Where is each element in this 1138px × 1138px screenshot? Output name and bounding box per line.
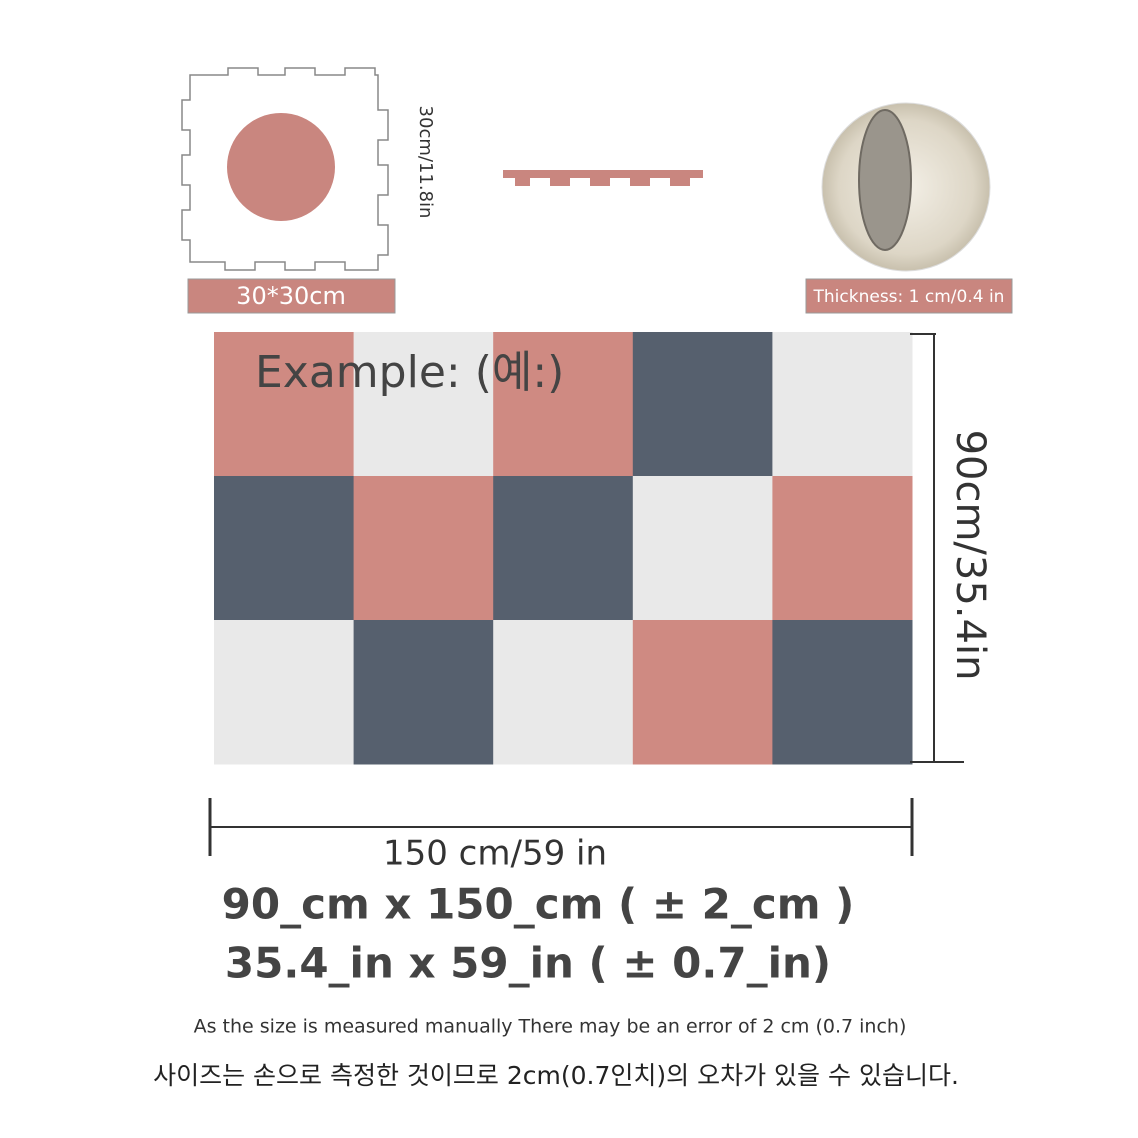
piece-circle — [227, 113, 335, 221]
thickness-label: Thickness: 1 cm/0.4 in — [813, 287, 1005, 307]
size-label-box — [187, 278, 396, 314]
mat-tile — [353, 620, 494, 765]
mat-tile — [214, 620, 355, 765]
mat-tile — [772, 476, 913, 621]
thickness-label-box — [805, 278, 1013, 314]
piece-side-label: 30cm/11.8in — [415, 106, 436, 219]
mat-tile — [493, 476, 634, 621]
width-label-bg — [375, 834, 610, 874]
mat-tile — [214, 332, 355, 477]
width-label: 150 cm/59 in — [383, 834, 607, 874]
mat — [214, 332, 913, 765]
mat-tile — [632, 620, 773, 765]
mat-tile — [772, 332, 913, 477]
edge-profile — [503, 170, 703, 186]
mat-tile — [493, 620, 634, 765]
mat-tile — [493, 332, 634, 477]
height-label: 90cm/35.4in — [947, 430, 993, 681]
dimension-in: 35.4_in x 59_in ( ± 0.7_in) — [225, 939, 831, 988]
mat-tile — [214, 476, 355, 621]
mat-tile — [353, 476, 494, 621]
coin — [858, 109, 912, 251]
dimension-cm: 90_cm x 150_cm ( ± 2_cm ) — [222, 880, 855, 929]
mat-tile — [353, 332, 494, 477]
example-label: Example: (예:) — [255, 347, 564, 398]
note-korean: 사이즈는 손으로 측정한 것이므로 2cm(0.7인치)의 오차가 있을 수 있… — [153, 1061, 959, 1090]
note-english: As the size is measured manually There m… — [194, 1016, 907, 1038]
mat-tile — [772, 620, 913, 765]
piece-size-label: 30*30cm — [236, 282, 346, 310]
mat-tile — [632, 332, 773, 477]
mat-tile — [632, 476, 773, 621]
